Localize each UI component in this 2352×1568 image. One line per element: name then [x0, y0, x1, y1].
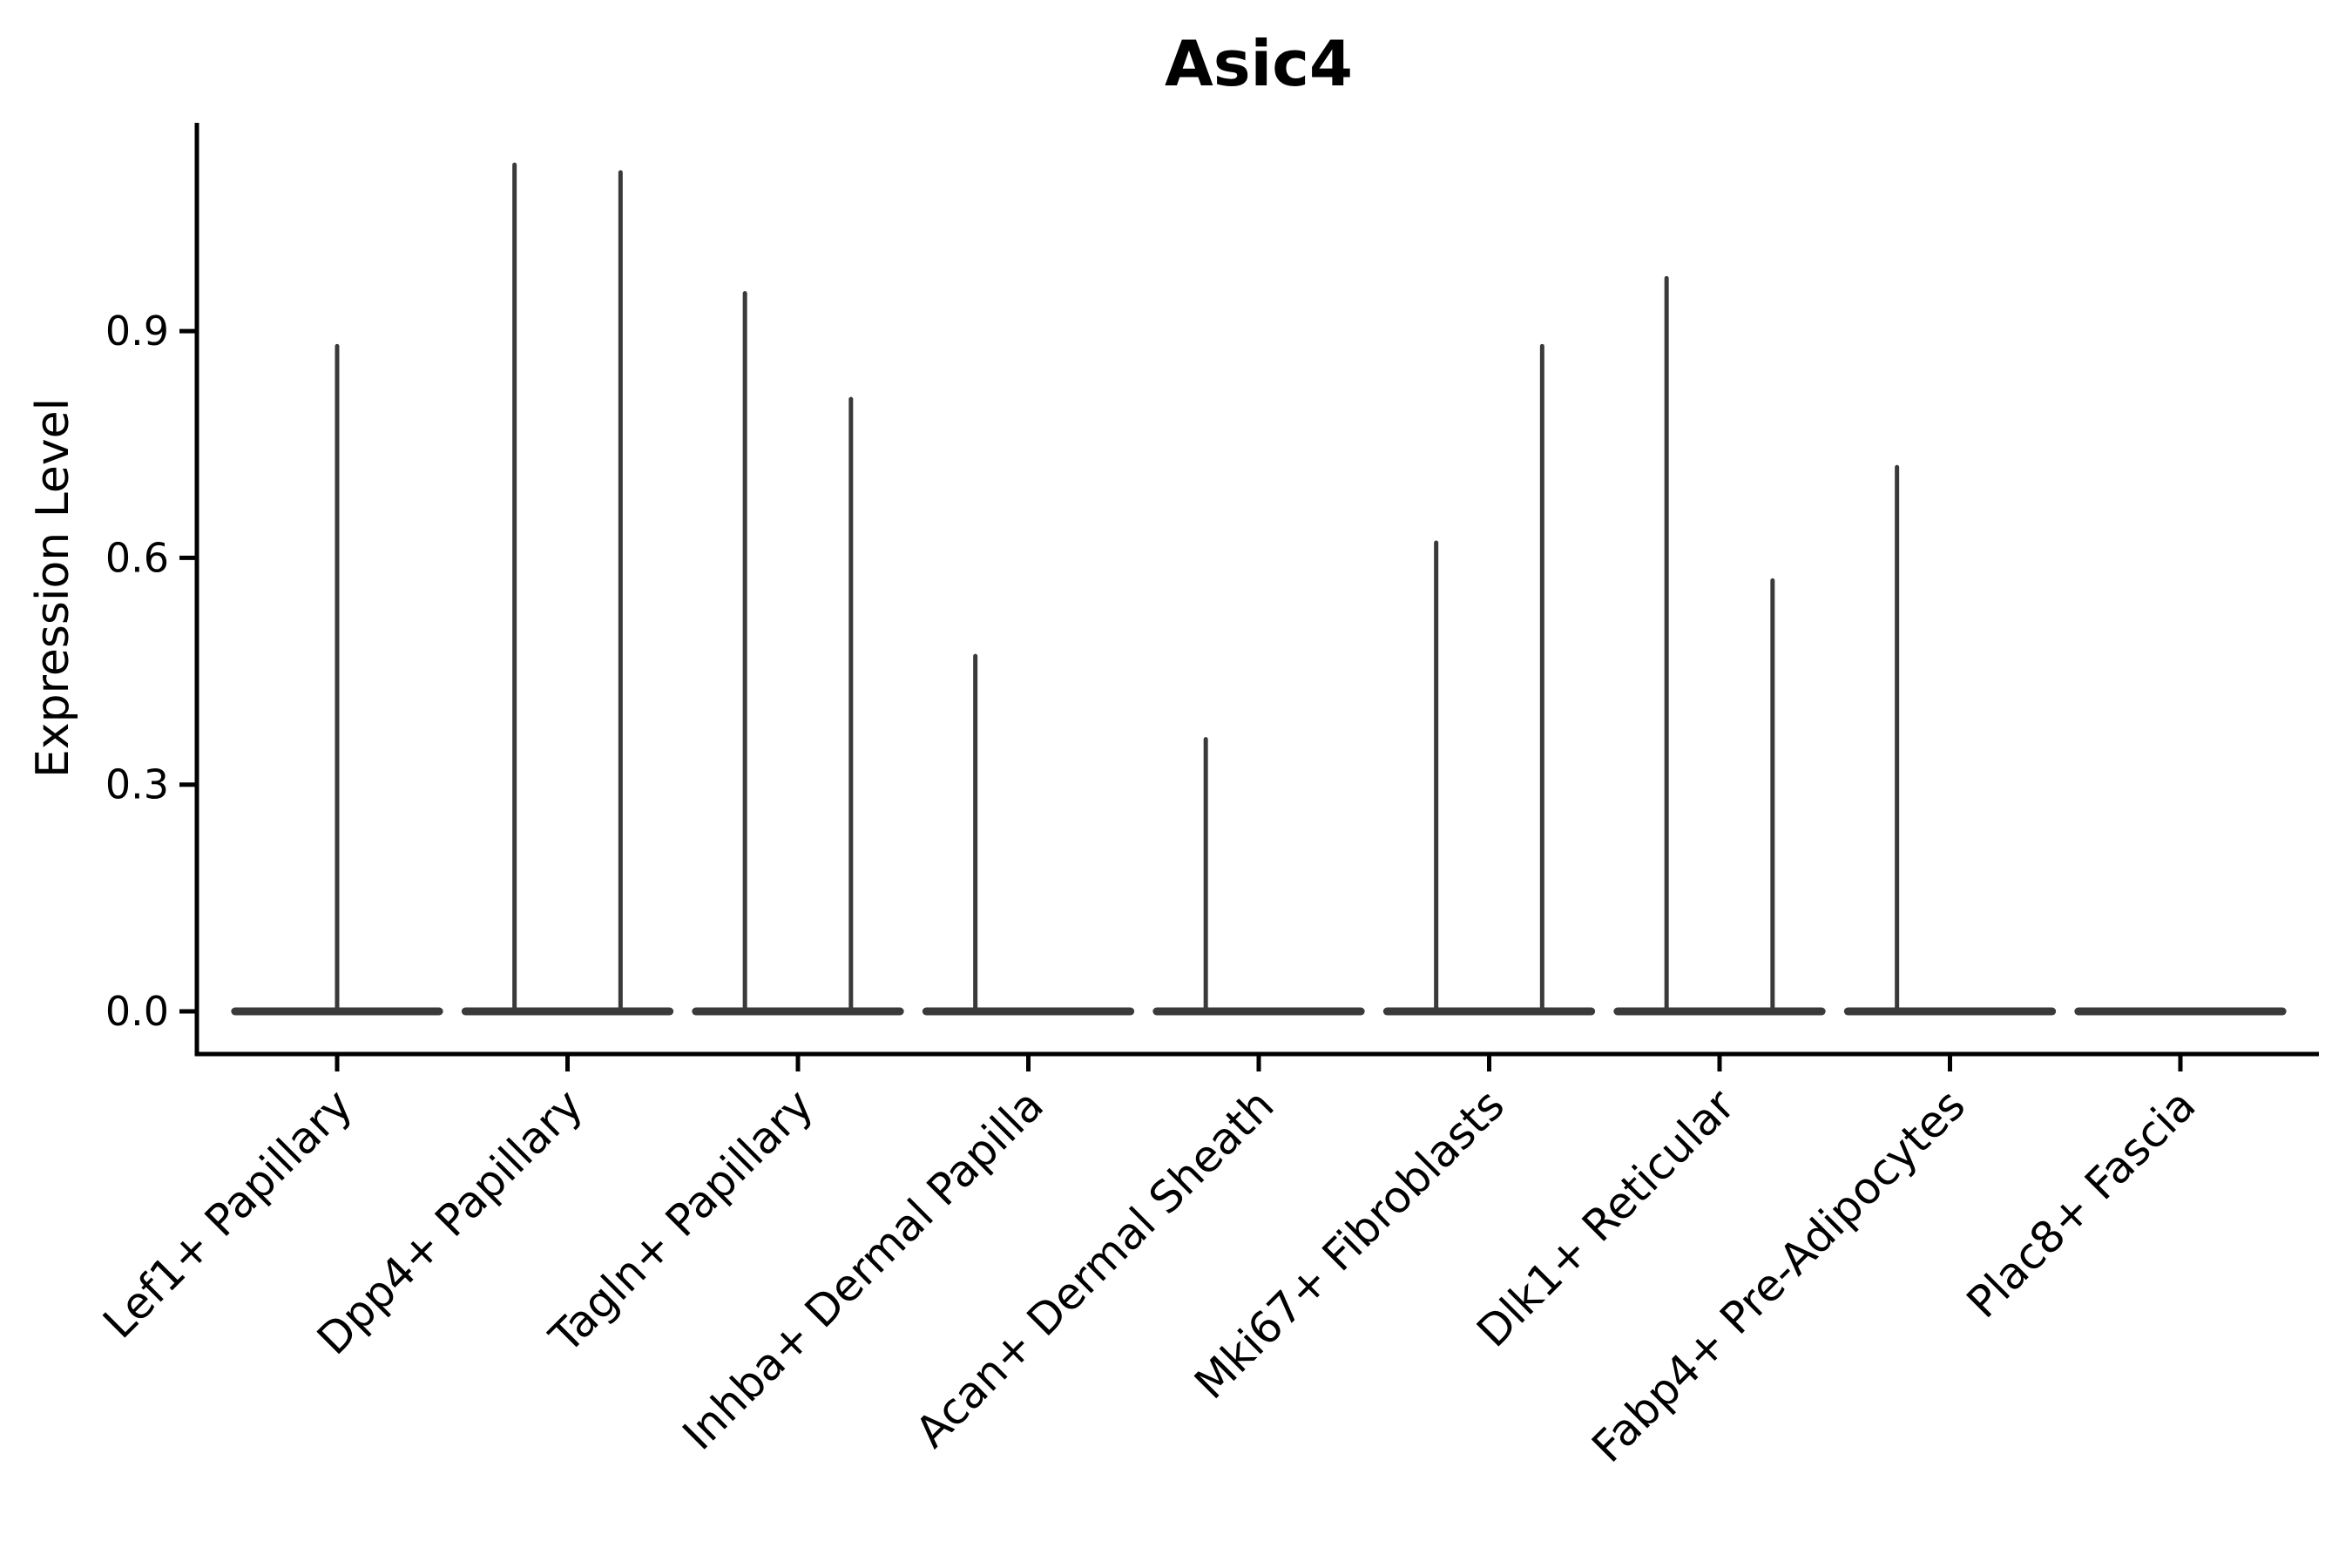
y-tick-label: 0.3: [105, 761, 169, 808]
violin-body: [692, 1007, 904, 1016]
x-tick-label: Fabp4+ Pre-Adipocytes: [1582, 1079, 1975, 1472]
x-tick-label: Lef1+ Papillary: [93, 1079, 362, 1348]
y-tick-label: 0.0: [105, 988, 169, 1035]
violin-body: [922, 1007, 1135, 1016]
y-tick-label: 0.9: [105, 308, 169, 355]
violin-body: [2074, 1007, 2287, 1016]
violins-layer: [231, 162, 2287, 1016]
x-tick-label: Plac8+ Fascia: [1957, 1079, 2206, 1328]
violin-body: [1152, 1007, 1365, 1016]
y-axis: 0.0 0.3 0.6 0.9: [105, 308, 197, 1035]
violin-body: [1382, 1007, 1596, 1016]
y-tick-label: 0.6: [105, 534, 169, 581]
chart-title: Asic4: [1165, 27, 1353, 100]
violin-body: [461, 1007, 674, 1016]
violin-body: [1613, 1007, 1826, 1016]
y-axis-label: Expression Level: [27, 398, 79, 778]
violin-body: [1843, 1007, 2057, 1016]
